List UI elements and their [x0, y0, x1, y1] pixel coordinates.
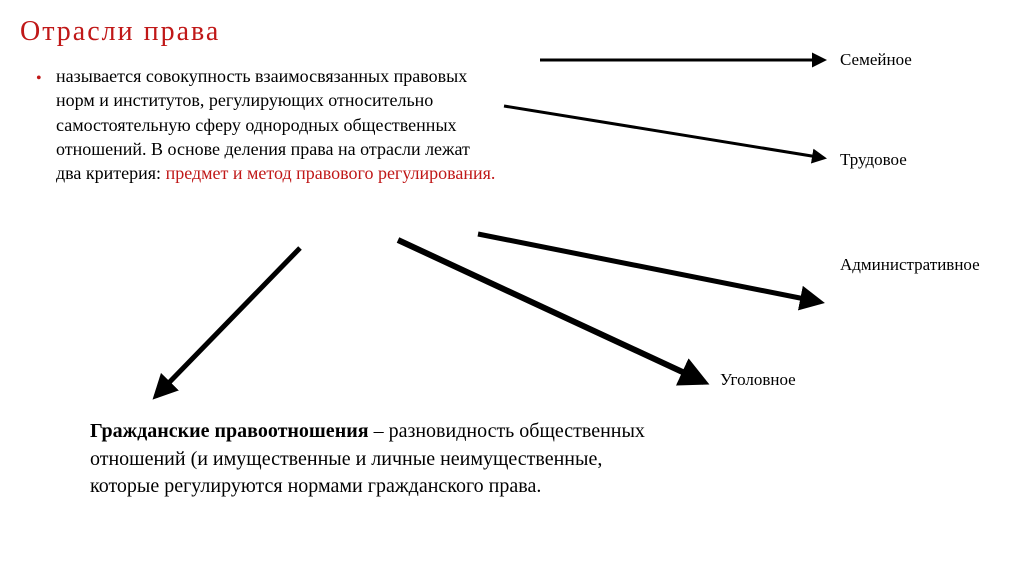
page-title: Отрасли права	[20, 16, 220, 48]
branch-label-0: Семейное	[840, 50, 912, 70]
bullet-icon: •	[36, 70, 42, 88]
branch-label-1: Трудовое	[840, 150, 907, 170]
arrow-4	[156, 248, 300, 396]
arrow-1	[504, 106, 824, 158]
bottom-lead: Гражданские правоотношения	[90, 420, 369, 442]
branch-label-2: Административное	[840, 255, 980, 275]
definition-text: называется совокупность взаимосвязанных …	[56, 64, 496, 185]
arrow-3	[398, 240, 704, 382]
definition-highlight: предмет и метод правового регулирования.	[166, 163, 496, 183]
bottom-definition: Гражданские правоотношения – разновиднос…	[90, 418, 650, 501]
branch-label-3: Уголовное	[720, 370, 796, 390]
arrow-2	[478, 234, 820, 302]
